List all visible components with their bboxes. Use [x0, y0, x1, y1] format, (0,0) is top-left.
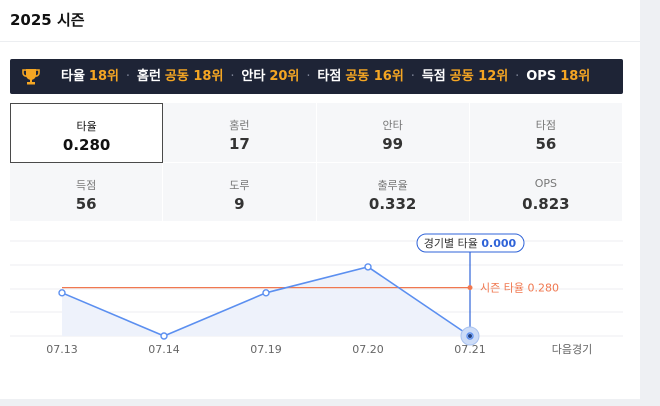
- stat-value: 0.332: [368, 194, 417, 213]
- section-title: 2025 시즌: [10, 11, 85, 29]
- data-point: [160, 332, 168, 340]
- rank-label: 안타: [241, 69, 266, 84]
- series-area: [62, 266, 470, 336]
- rank-item: 득점 공동 12위: [422, 59, 508, 94]
- trophy-icon: [22, 69, 40, 85]
- stat-tab-runs[interactable]: 득점 56: [10, 162, 164, 222]
- season-avg-dot: [467, 285, 473, 291]
- rank-value: 공동 16위: [345, 69, 404, 84]
- stat-tab-rbi[interactable]: 타점 56: [469, 103, 623, 163]
- stat-value: 56: [75, 194, 97, 213]
- rank-value: 공동 12위: [449, 69, 509, 84]
- stat-label: 출루율: [377, 178, 408, 192]
- stat-tab-ops[interactable]: OPS 0.823: [469, 162, 623, 222]
- stat-value: 56: [535, 135, 557, 153]
- x-tick-label: 07.14: [148, 343, 180, 356]
- rank-separator: ·: [306, 69, 311, 84]
- highlight-point-dot: [468, 334, 472, 338]
- rank-value: 18위: [88, 69, 119, 84]
- rank-item: OPS 18위: [526, 59, 590, 94]
- rank-value: 공동 18위: [164, 69, 224, 84]
- stat-tab-hr[interactable]: 홈런 17: [163, 103, 317, 163]
- rank-item: 안타 20위: [241, 59, 299, 94]
- rank-item: 타점 공동 16위: [317, 59, 403, 94]
- stat-label: 도루: [229, 178, 250, 192]
- stat-label: OPS: [534, 176, 558, 190]
- stat-value: 0.280: [62, 136, 111, 154]
- game-avg-chart: 시즌 타율 0.280 경기별 타율 0.000 07.13 07.14 07.19 07…: [0, 228, 640, 368]
- stat-tab-sb[interactable]: 도루 9: [163, 162, 317, 222]
- season-avg-label: 시즌 타율 0.280: [480, 282, 559, 295]
- stat-label: 타점: [535, 119, 556, 132]
- season-card: 2025 시즌 타율 18위 · 홈런 공동 18위 · 안타 20위 · 타점 공동 16위 · 득점…: [0, 0, 640, 399]
- rank-bar: 타율 18위 · 홈런 공동 18위 · 안타 20위 · 타점 공동 16위 · 득점 공동 12위 · O…: [10, 59, 623, 94]
- tooltip-pill: [416, 233, 525, 253]
- stat-tab-hits[interactable]: 안타 99: [316, 103, 470, 163]
- x-tick-label: 07.21: [454, 343, 486, 356]
- rank-list: 타율 18위 · 홈런 공동 18위 · 안타 20위 · 타점 공동 16위 · 득점 공동 12위 · O…: [61, 59, 590, 94]
- x-tick-label: 07.19: [250, 343, 282, 356]
- rank-item: 타율 18위: [61, 59, 119, 94]
- stat-label: 득점: [76, 178, 97, 192]
- stat-label: 타율: [76, 120, 97, 133]
- rank-separator: ·: [410, 69, 415, 84]
- rank-separator: ·: [515, 69, 520, 84]
- tooltip-text: 경기별 타율 0.000: [424, 237, 517, 250]
- stat-value: 0.823: [522, 194, 570, 213]
- stat-value: 9: [234, 194, 245, 213]
- stat-value: 17: [228, 135, 250, 153]
- stat-label: 안타: [382, 119, 403, 132]
- divider: [0, 41, 640, 42]
- rank-label: 타점: [317, 69, 342, 84]
- rank-separator: ·: [230, 69, 235, 84]
- data-point: [262, 289, 270, 297]
- rank-label: 득점: [421, 69, 446, 84]
- next-game-label: 다음경기: [552, 343, 592, 356]
- stat-tab-avg[interactable]: 타율 0.280: [10, 103, 164, 163]
- x-tick-label: 07.20: [352, 343, 384, 356]
- x-tick-label: 07.13: [46, 343, 78, 356]
- rank-separator: ·: [125, 69, 131, 84]
- rank-item: 홈런 공동 18위: [137, 59, 223, 94]
- stat-value: 99: [382, 135, 404, 153]
- data-point: [364, 263, 372, 271]
- stat-grid: 타율 0.280 홈런 17 안타 99 타점 56 득점 56 도루 9 출루…: [10, 103, 623, 222]
- stat-label: 홈런: [229, 119, 250, 132]
- rank-label: 홈런: [136, 69, 161, 84]
- line-chart: 시즌 타율 0.280 경기별 타율 0.000 07.13 07.14 07.19 07…: [10, 233, 623, 356]
- rank-value: 18위: [560, 69, 591, 84]
- rank-value: 20위: [269, 69, 300, 84]
- rank-label: 타율: [61, 69, 85, 84]
- stat-tab-obp[interactable]: 출루율 0.332: [316, 162, 470, 222]
- rank-label: OPS: [526, 69, 557, 84]
- data-point: [58, 289, 66, 297]
